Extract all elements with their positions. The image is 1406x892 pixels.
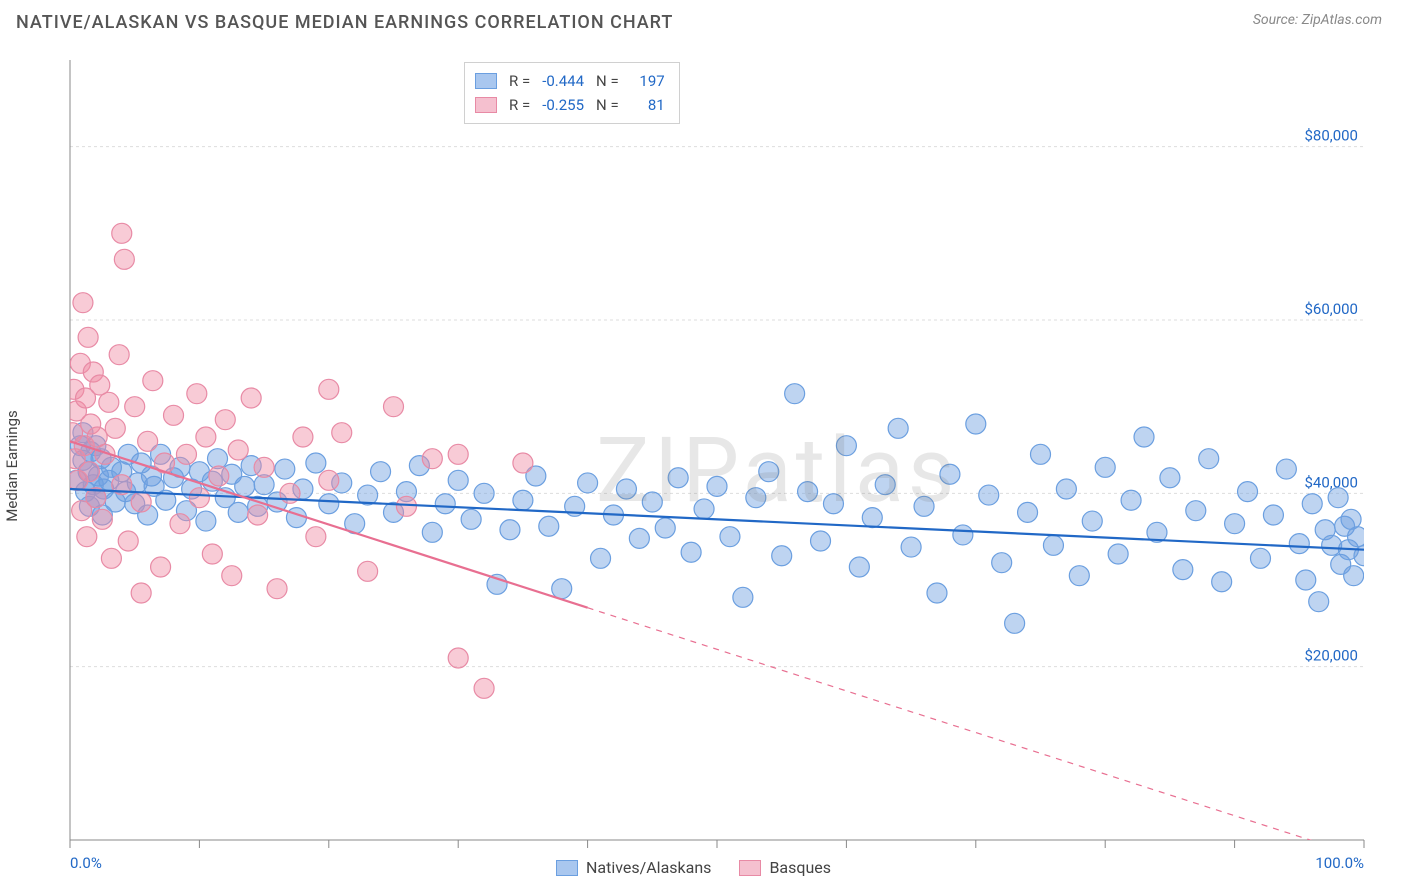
legend-swatch [475, 97, 497, 113]
legend-row-basques: R = -0.255 N = 81 [475, 93, 665, 117]
svg-text:0.0%: 0.0% [70, 854, 102, 872]
svg-text:100.0%: 100.0% [1315, 854, 1364, 872]
r-label: R = [509, 93, 530, 117]
n-label: N = [596, 69, 619, 93]
r-label: R = [509, 69, 530, 93]
chart-container: Median Earnings $20,000$40,000$60,000$80… [16, 48, 1390, 884]
n-value: 197 [631, 69, 665, 93]
legend-swatch [475, 73, 497, 89]
svg-text:$80,000: $80,000 [1304, 127, 1358, 145]
svg-text:$40,000: $40,000 [1304, 473, 1358, 491]
series-legend: Natives/Alaskans Basques [556, 858, 831, 877]
r-value: -0.444 [542, 69, 584, 93]
source-label: Source: ZipAtlas.com [1253, 12, 1382, 28]
legend-row-natives: R = -0.444 N = 197 [475, 69, 665, 93]
legend-item-basques: Basques [739, 858, 831, 877]
legend-label: Basques [769, 858, 831, 877]
n-label: N = [596, 93, 619, 117]
legend-label: Natives/Alaskans [586, 858, 711, 877]
svg-text:$20,000: $20,000 [1304, 647, 1358, 665]
correlation-legend: R = -0.444 N = 197 R = -0.255 N = 81 [464, 62, 680, 124]
svg-text:$60,000: $60,000 [1304, 300, 1358, 318]
y-axis-label: Median Earnings [3, 410, 21, 521]
chart-header: NATIVE/ALASKAN VS BASQUE MEDIAN EARNINGS… [0, 0, 1406, 41]
chart-title: NATIVE/ALASKAN VS BASQUE MEDIAN EARNINGS… [16, 12, 673, 33]
r-value: -0.255 [542, 93, 584, 117]
legend-swatch [739, 860, 761, 876]
legend-swatch [556, 860, 578, 876]
scatter-plot: $20,000 $40,000 $60,000 $80,000 0.0% 100.0% [16, 48, 1390, 884]
legend-item-natives: Natives/Alaskans [556, 858, 711, 877]
n-value: 81 [631, 93, 665, 117]
